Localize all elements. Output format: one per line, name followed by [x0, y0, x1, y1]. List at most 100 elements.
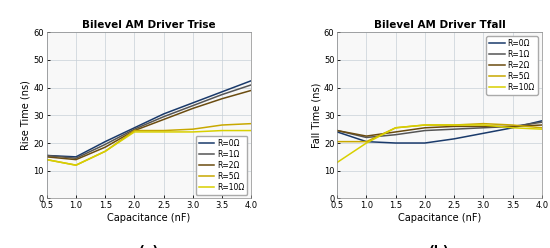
Legend: R=0Ω, R=1Ω, R=2Ω, R=5Ω, R=10Ω: R=0Ω, R=1Ω, R=2Ω, R=5Ω, R=10Ω	[486, 36, 538, 95]
R=1Ω	[509, 125, 516, 128]
R=1Ω	[451, 128, 458, 131]
R=2Ω	[131, 129, 138, 132]
R=10Ω	[363, 142, 370, 145]
R=0Ω	[43, 154, 50, 157]
R=1Ω	[73, 157, 79, 160]
R=5Ω	[421, 124, 428, 126]
R=10Ω	[480, 124, 487, 126]
R=0Ω	[509, 126, 516, 129]
R=10Ω	[421, 124, 428, 126]
R=2Ω	[538, 124, 545, 126]
R=2Ω	[509, 125, 516, 128]
R=10Ω	[451, 124, 458, 126]
R=1Ω	[161, 115, 167, 118]
R=0Ω	[538, 119, 545, 122]
R=1Ω	[538, 121, 545, 124]
R=2Ω	[334, 129, 340, 132]
Line: R=5Ω: R=5Ω	[47, 124, 251, 165]
Y-axis label: Rise Time (ns): Rise Time (ns)	[20, 80, 31, 150]
R=1Ω	[102, 143, 108, 146]
R=1Ω	[392, 133, 399, 136]
R=2Ω	[219, 97, 225, 100]
Line: R=5Ω: R=5Ω	[337, 124, 542, 142]
Y-axis label: Fall Time (ns): Fall Time (ns)	[311, 83, 321, 148]
R=0Ω	[480, 132, 487, 135]
R=2Ω	[43, 155, 50, 158]
Line: R=1Ω: R=1Ω	[337, 122, 542, 137]
R=10Ω	[538, 128, 545, 131]
R=2Ω	[248, 89, 255, 92]
R=1Ω	[219, 93, 225, 96]
R=0Ω	[219, 90, 225, 93]
R=1Ω	[421, 129, 428, 132]
R=1Ω	[480, 126, 487, 129]
R=5Ω	[451, 124, 458, 126]
Title: Bilevel AM Driver Trise: Bilevel AM Driver Trise	[82, 20, 216, 30]
R=2Ω	[102, 146, 108, 149]
R=5Ω	[363, 140, 370, 143]
R=10Ω	[248, 129, 255, 132]
Title: Bilevel AM Driver Tfall: Bilevel AM Driver Tfall	[373, 20, 505, 30]
R=2Ω	[421, 126, 428, 129]
Legend: R=0Ω, R=1Ω, R=2Ω, R=5Ω, R=10Ω: R=0Ω, R=1Ω, R=2Ω, R=5Ω, R=10Ω	[196, 136, 248, 195]
R=5Ω	[190, 128, 196, 131]
Text: (b): (b)	[429, 245, 450, 248]
R=0Ω	[392, 142, 399, 145]
R=5Ω	[73, 164, 79, 167]
R=10Ω	[219, 129, 225, 132]
R=2Ω	[451, 125, 458, 128]
Line: R=2Ω: R=2Ω	[47, 90, 251, 160]
R=0Ω	[248, 79, 255, 82]
R=0Ω	[451, 137, 458, 140]
R=5Ω	[538, 126, 545, 129]
R=1Ω	[248, 83, 255, 86]
R=0Ω	[102, 140, 108, 143]
R=1Ω	[131, 128, 138, 131]
R=0Ω	[161, 112, 167, 115]
Line: R=1Ω: R=1Ω	[47, 85, 251, 158]
Line: R=2Ω: R=2Ω	[337, 125, 542, 136]
R=0Ω	[190, 101, 196, 104]
X-axis label: Capacitance (nF): Capacitance (nF)	[398, 213, 481, 223]
R=0Ω	[363, 140, 370, 143]
R=5Ω	[248, 122, 255, 125]
Line: R=10Ω: R=10Ω	[47, 130, 251, 165]
R=10Ω	[509, 126, 516, 129]
R=0Ω	[73, 155, 79, 158]
R=5Ω	[43, 158, 50, 161]
Line: R=0Ω: R=0Ω	[337, 121, 542, 143]
R=2Ω	[161, 118, 167, 121]
R=10Ω	[190, 130, 196, 133]
R=5Ω	[219, 124, 225, 126]
R=5Ω	[102, 150, 108, 153]
Line: R=0Ω: R=0Ω	[47, 81, 251, 157]
R=1Ω	[334, 129, 340, 132]
R=2Ω	[392, 130, 399, 133]
Line: R=10Ω: R=10Ω	[337, 125, 542, 162]
R=2Ω	[480, 125, 487, 128]
R=0Ω	[131, 126, 138, 129]
R=2Ω	[190, 107, 196, 110]
R=10Ω	[102, 150, 108, 153]
R=1Ω	[363, 136, 370, 139]
R=2Ω	[363, 135, 370, 138]
R=10Ω	[161, 130, 167, 133]
R=5Ω	[161, 129, 167, 132]
R=10Ω	[334, 161, 340, 164]
R=5Ω	[131, 129, 138, 132]
R=5Ω	[509, 124, 516, 126]
R=2Ω	[73, 158, 79, 161]
R=5Ω	[480, 122, 487, 125]
X-axis label: Capacitance (nF): Capacitance (nF)	[107, 213, 191, 223]
R=10Ω	[43, 158, 50, 161]
R=1Ω	[190, 104, 196, 107]
R=0Ω	[334, 130, 340, 133]
R=0Ω	[421, 142, 428, 145]
R=10Ω	[73, 164, 79, 167]
Text: (a): (a)	[139, 245, 159, 248]
R=5Ω	[392, 126, 399, 129]
R=5Ω	[334, 140, 340, 143]
R=10Ω	[131, 130, 138, 133]
R=10Ω	[392, 126, 399, 129]
R=1Ω	[43, 154, 50, 157]
